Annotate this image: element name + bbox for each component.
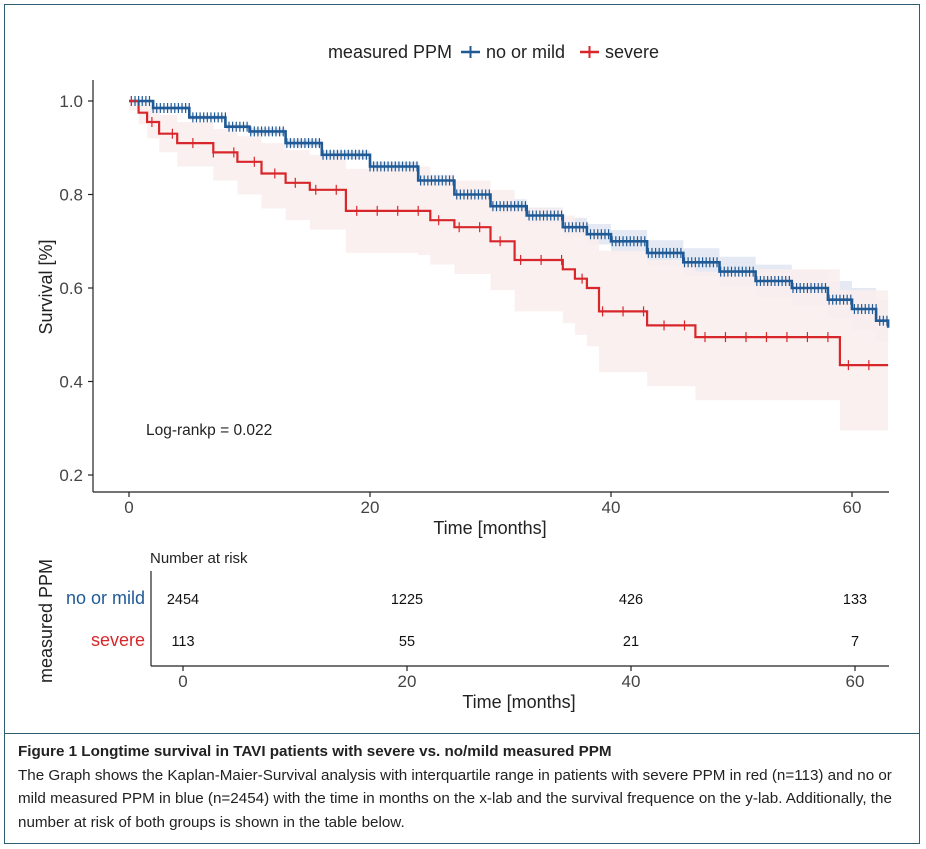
- legend-key-no-or-mild: [461, 46, 480, 58]
- legend-label-no-or-mild: no or mild: [486, 42, 565, 62]
- x-tick-label: 0: [124, 498, 133, 517]
- risk-table-title: Number at risk: [150, 550, 248, 567]
- y-axis-label: Survival [%]: [36, 239, 56, 334]
- legend-label-severe: severe: [605, 42, 659, 62]
- caption-title: Figure 1 Longtime survival in TAVI patie…: [18, 743, 612, 760]
- legend-key-severe: [580, 46, 599, 58]
- x-axis-label: Time [months]: [433, 518, 546, 538]
- band-severe: [129, 101, 889, 431]
- censor-marks-no-or-mild: [130, 96, 888, 326]
- caption-divider: [4, 733, 920, 734]
- y-tick-label: 0.2: [59, 466, 83, 485]
- y-tick-label: 0.8: [59, 186, 83, 205]
- km-figure: measured PPM no or mild severe 0.2 0.4 0.6…: [36, 42, 890, 712]
- confidence-bands: [129, 101, 889, 431]
- risk-table: Number at risk measured PPM no or mild s…: [36, 550, 889, 712]
- risk-cells: 2454 1225 426 133 113 55 21 7: [167, 592, 867, 650]
- risk-table-ylabel: measured PPM: [36, 559, 56, 683]
- risk-cell-no-or-mild: 426: [619, 592, 643, 608]
- risk-row-label-no-or-mild: no or mild: [66, 588, 145, 608]
- censor-marks: [130, 96, 888, 371]
- logrank-annotation: Log-rankp = 0.022: [146, 422, 272, 439]
- risk-x-tick-label: 40: [622, 672, 641, 691]
- risk-x-tick-label: 0: [178, 672, 187, 691]
- y-tick-label: 0.4: [59, 373, 83, 392]
- y-tick-label: 1.0: [59, 92, 83, 111]
- y-ticks: 0.2 0.4 0.6 0.8 1.0: [59, 92, 93, 485]
- risk-x-tick-label: 20: [398, 672, 417, 691]
- risk-cell-severe: 21: [623, 634, 639, 650]
- legend-title: measured PPM: [328, 42, 452, 62]
- figure-caption: Figure 1 Longtime survival in TAVI patie…: [18, 740, 908, 834]
- risk-cell-severe: 113: [171, 634, 194, 650]
- risk-x-ticks: 0 20 40 60: [178, 666, 864, 691]
- survival-plot: 0.2 0.4 0.6 0.8 1.0 0 20 40 60 Survival [%] Tim…: [36, 80, 890, 538]
- risk-x-tick-label: 60: [846, 672, 865, 691]
- risk-table-xlabel: Time [months]: [462, 692, 575, 712]
- y-tick-label: 0.6: [59, 279, 83, 298]
- risk-cell-no-or-mild: 2454: [167, 592, 199, 608]
- risk-cell-no-or-mild: 1225: [391, 592, 423, 608]
- x-ticks: 0 20 40 60: [124, 492, 861, 517]
- curve-severe: [129, 99, 889, 367]
- risk-row-label-severe: severe: [91, 630, 145, 650]
- risk-cell-severe: 55: [399, 634, 415, 650]
- risk-cell-severe: 7: [851, 634, 859, 650]
- risk-cell-no-or-mild: 133: [843, 592, 867, 608]
- x-tick-label: 20: [361, 498, 380, 517]
- x-tick-label: 40: [602, 498, 621, 517]
- figure-frame: [4, 4, 920, 844]
- legend: measured PPM no or mild severe: [328, 42, 659, 62]
- caption-text: The Graph shows the Kaplan-Maier-Surviva…: [18, 766, 892, 831]
- x-tick-label: 60: [843, 498, 862, 517]
- censor-marks-severe: [130, 96, 870, 371]
